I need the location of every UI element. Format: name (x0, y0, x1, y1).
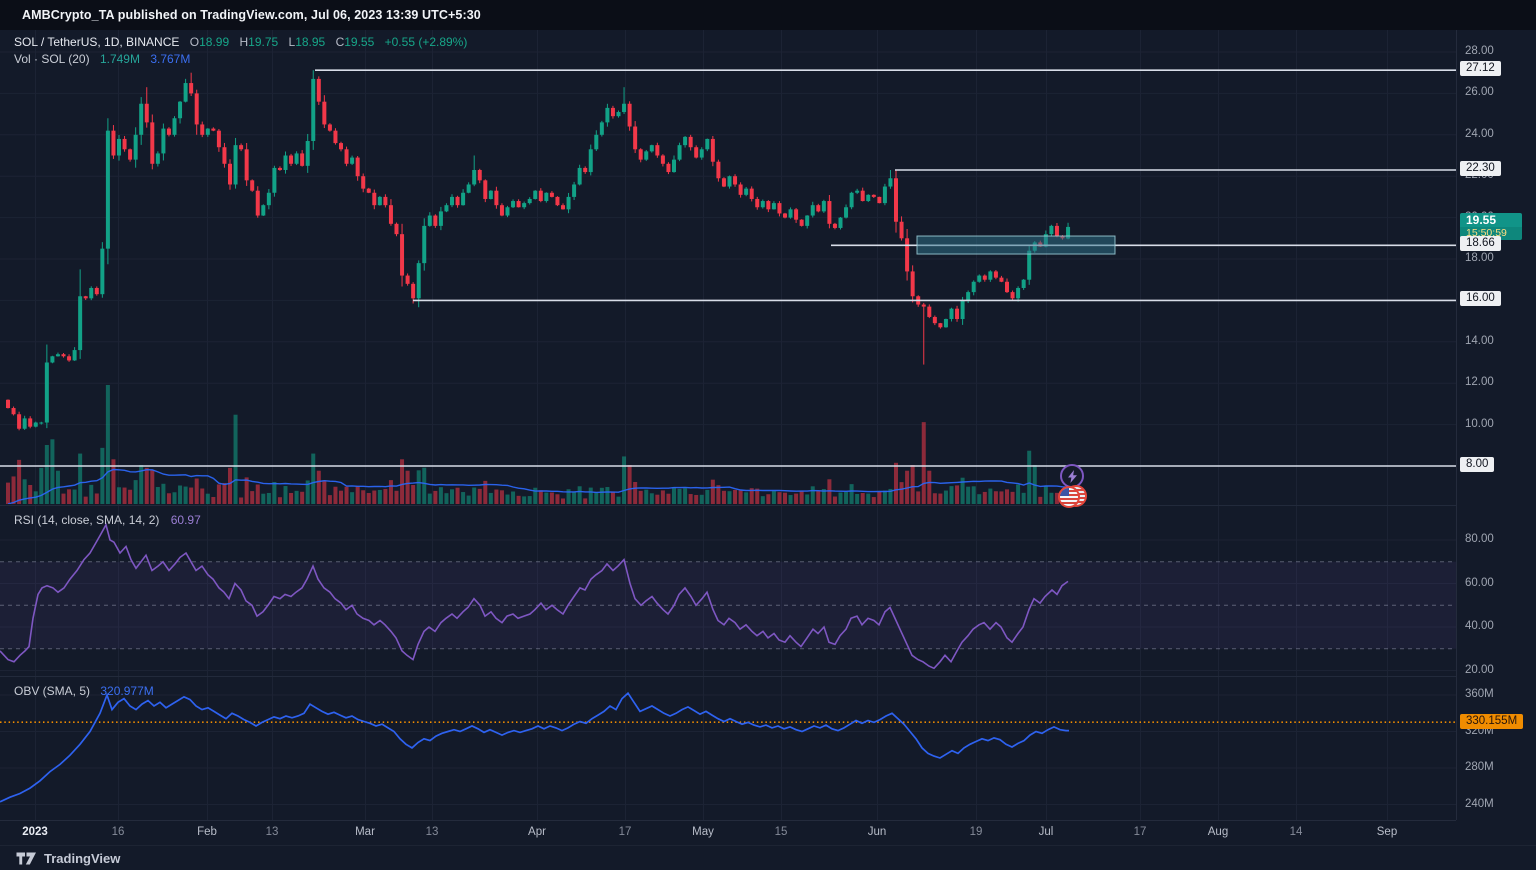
rsi-tick-20.00: 20.00 (1465, 663, 1494, 676)
rsi-value: 60.97 (170, 513, 201, 527)
attribution-text: AMBCrypto_TA published on TradingView.co… (22, 8, 481, 22)
line-price-label-16.00[interactable]: 16.00 (1460, 291, 1501, 307)
current-price-value: 19.55 (1460, 213, 1522, 227)
obv-tick-240M: 240M (1465, 797, 1494, 810)
time-tick-Jul[interactable]: Jul (1038, 826, 1054, 838)
time-tick-Sep[interactable]: Sep (1376, 826, 1398, 838)
bottom-bar: TradingView (0, 845, 1536, 870)
obv-tick-280M: 280M (1465, 761, 1494, 773)
obv-value: 320.977M (100, 684, 154, 698)
close-value: 19.55 (344, 35, 375, 49)
volume-ma-line (7, 468, 1069, 504)
flag-canton (1060, 488, 1069, 496)
time-tick-Apr[interactable]: Apr (528, 826, 546, 838)
line-price-label-8.00[interactable]: 8.00 (1460, 457, 1495, 472)
obv-tick-360M: 360M (1465, 688, 1494, 700)
time-tick-16[interactable]: 16 (111, 826, 125, 838)
time-tick-17[interactable]: 17 (618, 826, 632, 838)
price-scale[interactable]: 28.0026.0024.0022.0020.0018.0016.0014.00… (1456, 30, 1536, 820)
time-tick-15[interactable]: 15 (774, 826, 788, 838)
time-tick-Feb[interactable]: Feb (197, 826, 217, 838)
close-label: C (335, 35, 345, 49)
tradingview-wordmark[interactable]: TradingView (44, 851, 121, 866)
volume-bars (6, 385, 1071, 504)
obv-hline-label[interactable]: 330.155M (1460, 714, 1524, 729)
price-tick-18.00: 18.00 (1465, 252, 1494, 264)
us-economic-event-icon[interactable] (1058, 484, 1088, 508)
high-label: H (239, 35, 249, 49)
obv-line (0, 691, 1069, 803)
price-tick-24.00: 24.00 (1465, 127, 1494, 140)
time-tick-17[interactable]: 17 (1133, 826, 1147, 838)
rsi-tick-80.00: 80.00 (1465, 533, 1494, 545)
price-tick-12.00: 12.00 (1465, 376, 1494, 389)
drawn-horizontal-lines[interactable] (0, 69, 1456, 467)
symbol-title[interactable]: SOL / TetherUS, 1D, BINANCE (14, 35, 180, 49)
chart-area[interactable]: SOL / TetherUS, 1D, BINANCE O18.99 H19.7… (0, 30, 1536, 846)
volume-ma-value: 3.767M (150, 52, 191, 66)
line-price-label-22.30[interactable]: 22.30 (1460, 160, 1501, 176)
chart-canvas[interactable] (0, 30, 1456, 820)
time-tick-Aug[interactable]: Aug (1207, 826, 1229, 838)
open-label: O (189, 35, 200, 49)
supply-zone-box[interactable] (916, 235, 1116, 255)
low-label: L (288, 35, 296, 49)
open-value: 18.99 (199, 35, 230, 49)
rsi-tick-60.00: 60.00 (1465, 576, 1494, 589)
line-price-label-27.12[interactable]: 27.12 (1460, 61, 1501, 77)
volume-label: Vol · SOL (20) (14, 52, 90, 66)
rsi-band (0, 561, 1456, 649)
attribution-bar: AMBCrypto_TA published on TradingView.co… (0, 0, 1536, 30)
time-tick-Mar[interactable]: Mar (355, 826, 375, 838)
price-tick-10.00: 10.00 (1465, 417, 1494, 430)
time-tick-13[interactable]: 13 (425, 826, 439, 838)
rsi-legend[interactable]: RSI (14, close, SMA, 14, 2) 60.97 (14, 513, 201, 527)
price-tick-28.00: 28.00 (1465, 45, 1494, 57)
time-tick-13[interactable]: 13 (265, 826, 279, 838)
price-tick-14.00: 14.00 (1465, 334, 1494, 347)
tradingview-logo-icon[interactable] (16, 851, 37, 866)
volume-legend[interactable]: Vol · SOL (20) 1.749M 3.767M (14, 52, 190, 66)
line-price-label-18.66[interactable]: 18.66 (1460, 236, 1501, 252)
time-tick-19[interactable]: 19 (969, 826, 983, 838)
volume-value: 1.749M (99, 52, 140, 66)
us-flag-icon (1058, 486, 1080, 508)
price-tick-26.00: 26.00 (1465, 86, 1494, 99)
candles[interactable] (6, 70, 1071, 431)
time-tick-14[interactable]: 14 (1289, 826, 1303, 838)
time-tick-2023[interactable]: 2023 (22, 826, 48, 838)
obv-label: OBV (SMA, 5) (14, 684, 91, 698)
obv-legend[interactable]: OBV (SMA, 5) 320.977M (14, 684, 154, 698)
rsi-line (0, 522, 1069, 670)
high-value: 19.75 (248, 35, 279, 49)
change-value: +0.55 (+2.89%) (384, 35, 468, 49)
time-tick-Jun[interactable]: Jun (867, 826, 887, 838)
rsi-tick-40.00: 40.00 (1465, 620, 1494, 632)
time-tick-May[interactable]: May (692, 826, 714, 838)
grid (0, 30, 1456, 820)
symbol-legend[interactable]: SOL / TetherUS, 1D, BINANCE O18.99 H19.7… (14, 35, 467, 49)
time-scale[interactable]: 2023 16 Feb 13 Mar 13 Apr 17 May 15 Jun 19 Jul 17 Aug 1… (0, 820, 1456, 846)
rsi-label: RSI (14, close, SMA, 14, 2) (14, 513, 160, 527)
low-value: 18.95 (295, 35, 326, 49)
